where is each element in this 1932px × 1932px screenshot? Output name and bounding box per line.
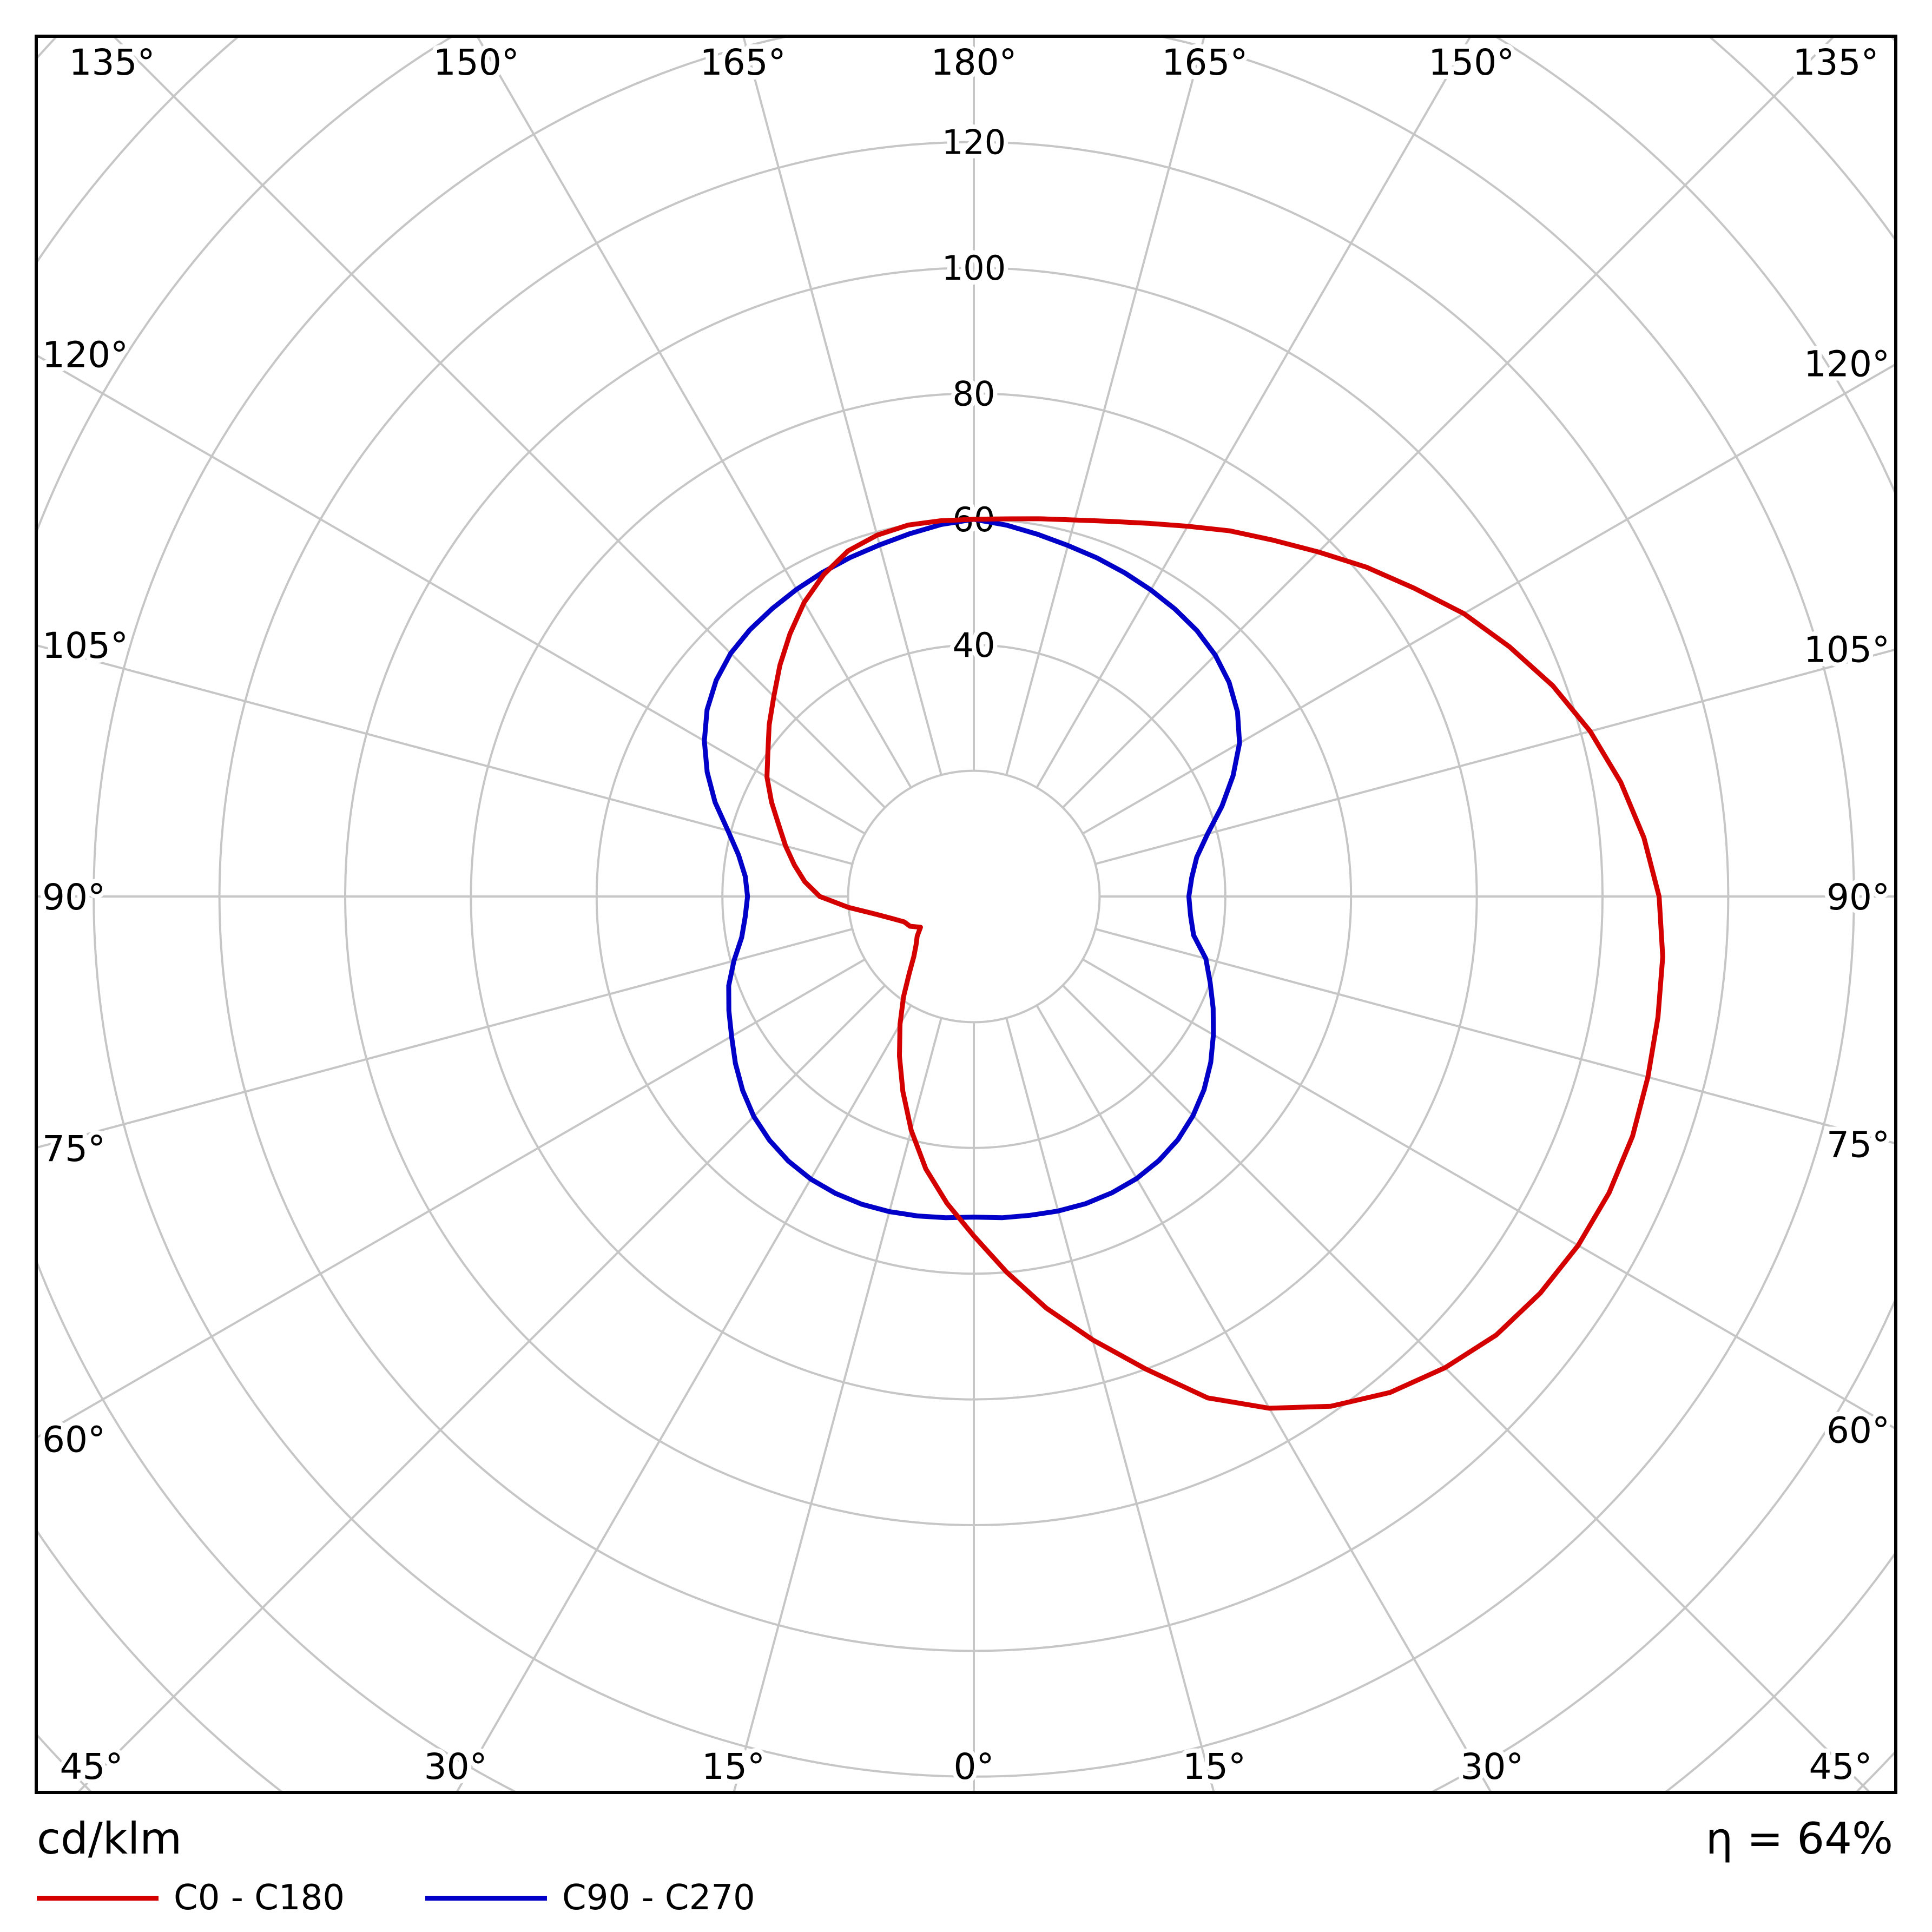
svg-text:45°: 45° (60, 1746, 123, 1788)
unit-label: cd/klm (37, 1814, 182, 1864)
svg-text:165°: 165° (700, 42, 786, 83)
svg-text:100: 100 (942, 248, 1006, 288)
svg-text:105°: 105° (1804, 629, 1890, 671)
legend-item-c90-c270: C90 - C270 (425, 1877, 755, 1918)
svg-text:105°: 105° (42, 625, 128, 667)
legend-line-blue (425, 1895, 547, 1901)
svg-text:120°: 120° (1804, 343, 1890, 385)
svg-text:135°: 135° (1793, 42, 1879, 83)
svg-text:120°: 120° (42, 334, 128, 376)
svg-text:60°: 60° (1827, 1410, 1890, 1452)
svg-text:0°: 0° (954, 1746, 994, 1788)
svg-text:120: 120 (942, 123, 1006, 162)
efficiency-label: η = 64% (1705, 1814, 1893, 1864)
svg-text:165°: 165° (1162, 42, 1248, 83)
legend-line-red (37, 1895, 159, 1901)
legend-item-c0-c180: C0 - C180 (37, 1877, 345, 1918)
legend-label-c0-c180: C0 - C180 (174, 1878, 345, 1918)
svg-text:60°: 60° (42, 1419, 105, 1460)
svg-text:75°: 75° (42, 1128, 105, 1170)
svg-text:90°: 90° (1827, 876, 1890, 918)
svg-text:180°: 180° (931, 42, 1017, 83)
svg-text:75°: 75° (1827, 1124, 1890, 1165)
svg-text:150°: 150° (1428, 42, 1514, 83)
svg-text:80: 80 (953, 374, 995, 413)
svg-text:15°: 15° (702, 1746, 765, 1788)
svg-text:45°: 45° (1809, 1746, 1872, 1788)
polar-chart: 0° 15° 15° 30° 30° 45° 45° 60° 60° 75° 75° 90° 90° 10… (35, 35, 1897, 1794)
svg-text:135°: 135° (69, 42, 155, 83)
svg-text:40: 40 (953, 625, 995, 665)
svg-text:30°: 30° (424, 1746, 487, 1788)
svg-text:15°: 15° (1183, 1746, 1246, 1788)
svg-text:30°: 30° (1460, 1746, 1524, 1788)
svg-text:150°: 150° (433, 42, 519, 83)
svg-text:90°: 90° (42, 876, 105, 918)
legend-label-c90-c270: C90 - C270 (562, 1878, 755, 1918)
